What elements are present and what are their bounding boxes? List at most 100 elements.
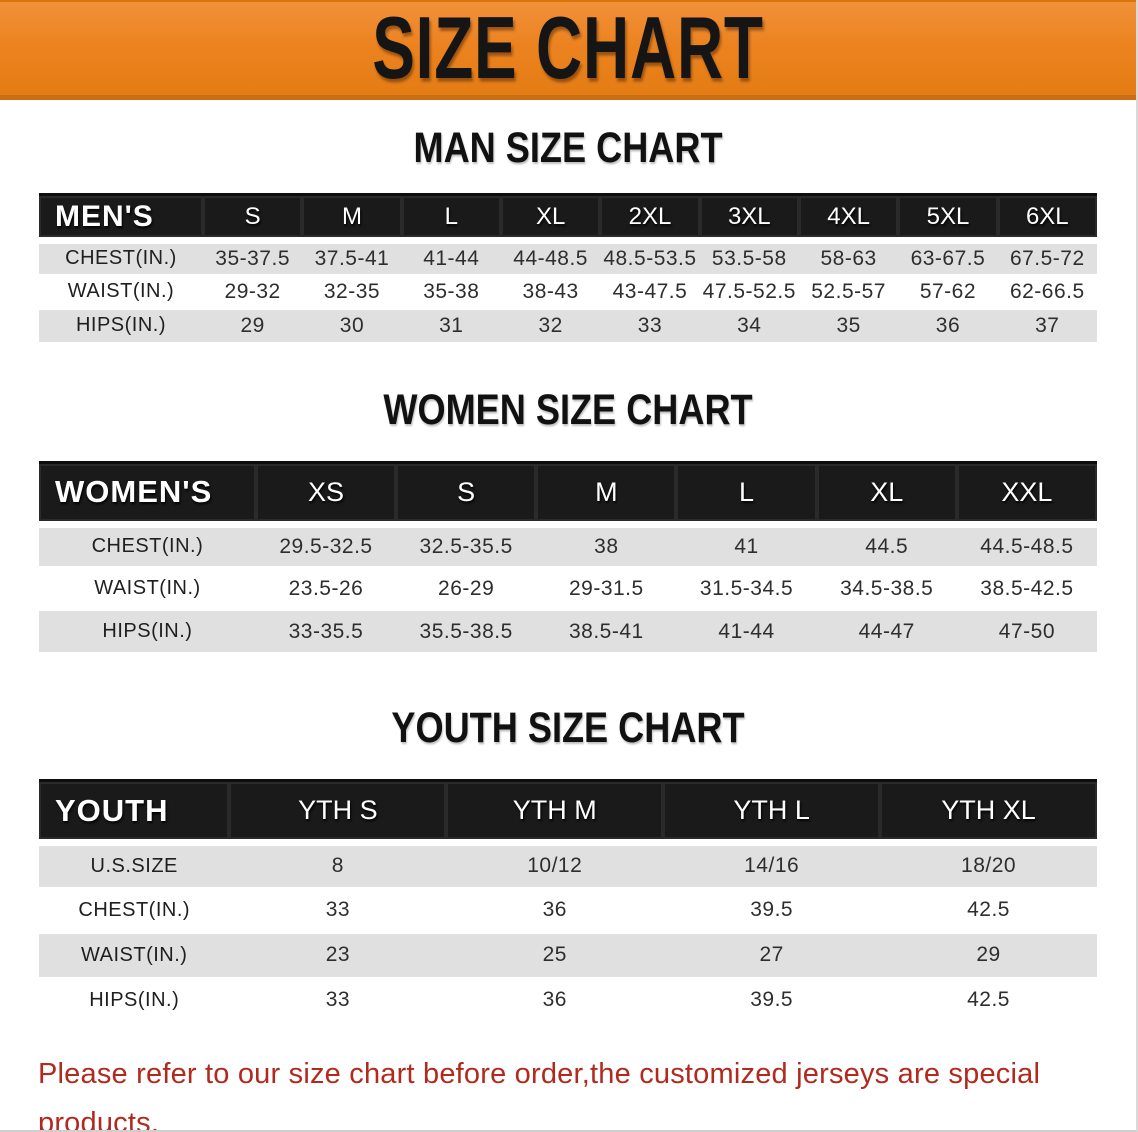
men-value-cell: 52.5-57 — [798, 274, 899, 309]
men-value-cell: 43-47.5 — [600, 274, 700, 309]
men-table-row: HIPS(IN.) 29 30 31 32 33 34 35 36 37 — [39, 308, 1097, 343]
men-value-cell: 36 — [898, 308, 998, 343]
youth-value-cell: 10/12 — [446, 842, 664, 888]
men-size-column-header: 4XL — [798, 193, 899, 244]
men-value-cell: 32-35 — [302, 274, 402, 309]
men-size-column-header: L — [401, 193, 501, 244]
women-value-cell: 38 — [536, 524, 677, 567]
youth-value-cell: 23 — [229, 932, 447, 978]
men-size-column-header: M — [302, 193, 402, 244]
women-size-column-header: L — [676, 460, 817, 528]
men-value-cell: 44-48.5 — [500, 240, 601, 275]
men-value-cell: 53.5-58 — [699, 240, 799, 275]
women-value-cell: 47-50 — [956, 610, 1097, 653]
youth-value-cell: 36 — [446, 887, 664, 933]
women-value-cell: 26-29 — [396, 567, 537, 610]
men-size-column-header: XL — [500, 193, 601, 244]
men-value-cell: 35 — [798, 308, 899, 343]
youth-size-column-header: YTH XL — [880, 779, 1097, 846]
youth-row-label: WAIST(IN.) — [39, 932, 230, 978]
women-size-table: WOMEN'S XS S M L XL XXL CHEST(IN.) 29.5-32.5 32.5… — [39, 460, 1097, 655]
women-section-title: WOMEN SIZE CHART — [383, 385, 753, 434]
women-value-cell: 34.5-38.5 — [816, 567, 957, 610]
men-size-column-header: 6XL — [997, 193, 1097, 244]
youth-row-label: HIPS(IN.) — [39, 977, 230, 1023]
men-value-cell: 57-62 — [898, 274, 998, 309]
youth-header-row: YOUTH YTH S YTH M YTH L YTH XL — [39, 779, 1097, 846]
youth-value-cell: 14/16 — [663, 842, 881, 888]
women-value-cell: 38.5-41 — [536, 610, 677, 653]
women-value-cell: 38.5-42.5 — [956, 567, 1097, 610]
men-header-row: MEN'S S M L XL 2XL 3XL 4XL 5XL 6XL — [39, 193, 1097, 244]
men-value-cell: 63-67.5 — [898, 240, 998, 275]
footer-line-1: Please refer to our size chart before or… — [38, 1057, 1041, 1132]
men-value-cell: 29-32 — [202, 274, 303, 309]
men-size-column-header: 5XL — [898, 193, 998, 244]
women-row-label: WAIST(IN.) — [39, 567, 256, 610]
women-table-row: CHEST(IN.) 29.5-32.5 32.5-35.5 38 41 44.5 44.5… — [39, 524, 1097, 567]
women-value-cell: 35.5-38.5 — [396, 610, 537, 653]
women-value-cell: 44.5 — [816, 524, 957, 567]
youth-size-table: YOUTH YTH S YTH M YTH L YTH XL U.S.SIZE 8 10/12… — [39, 779, 1097, 1024]
men-value-cell: 37.5-41 — [302, 240, 402, 275]
women-size-column-header: XS — [255, 460, 397, 528]
women-value-cell: 29-31.5 — [536, 567, 677, 610]
women-value-cell: 41-44 — [676, 610, 817, 653]
men-row-label: HIPS(IN.) — [39, 308, 203, 343]
youth-row-label: CHEST(IN.) — [39, 887, 230, 933]
men-size-column-header: S — [202, 193, 303, 244]
youth-value-cell: 8 — [229, 842, 447, 888]
men-section-title: MAN SIZE CHART — [413, 124, 723, 172]
men-value-cell: 33 — [600, 308, 700, 343]
youth-table-row: CHEST(IN.) 33 36 39.5 42.5 — [39, 887, 1097, 933]
men-table-row: CHEST(IN.) 35-37.5 37.5-41 41-44 44-48.5 48.5… — [39, 240, 1097, 275]
men-group-label: MEN'S — [39, 193, 203, 244]
youth-value-cell: 18/20 — [880, 842, 1097, 888]
youth-section-title: YOUTH SIZE CHART — [391, 704, 745, 752]
women-value-cell: 23.5-26 — [255, 567, 397, 610]
women-size-column-header: XL — [816, 460, 957, 528]
men-value-cell: 31 — [401, 308, 501, 343]
women-value-cell: 41 — [676, 524, 817, 567]
women-value-cell: 33-35.5 — [255, 610, 397, 653]
youth-value-cell: 25 — [446, 932, 664, 978]
men-value-cell: 32 — [500, 308, 601, 343]
men-table-row: WAIST(IN.) 29-32 32-35 35-38 38-43 43-47.5 47.… — [39, 274, 1097, 309]
youth-value-cell: 42.5 — [880, 887, 1097, 933]
women-row-label: HIPS(IN.) — [39, 610, 256, 653]
women-value-cell: 44-47 — [816, 610, 957, 653]
youth-value-cell: 29 — [880, 932, 1097, 978]
youth-table-row: HIPS(IN.) 33 36 39.5 42.5 — [39, 977, 1097, 1023]
women-value-cell: 44.5-48.5 — [956, 524, 1097, 567]
men-value-cell: 41-44 — [401, 240, 501, 275]
men-value-cell: 35-38 — [401, 274, 501, 309]
men-row-label: WAIST(IN.) — [39, 274, 203, 309]
women-value-cell: 29.5-32.5 — [255, 524, 397, 567]
youth-value-cell: 36 — [446, 977, 664, 1023]
men-value-cell: 34 — [699, 308, 799, 343]
men-value-cell: 35-37.5 — [202, 240, 303, 275]
youth-size-column-header: YTH S — [229, 779, 447, 846]
men-row-label: CHEST(IN.) — [39, 240, 203, 275]
youth-value-cell: 39.5 — [663, 887, 881, 933]
men-size-column-header: 3XL — [699, 193, 799, 244]
men-value-cell: 47.5-52.5 — [699, 274, 799, 309]
footer-note: Please refer to our size chart before or… — [38, 1050, 1098, 1132]
women-value-cell: 31.5-34.5 — [676, 567, 817, 610]
men-value-cell: 67.5-72 — [997, 240, 1097, 275]
women-header-row: WOMEN'S XS S M L XL XXL — [39, 460, 1097, 528]
women-table-row: HIPS(IN.) 33-35.5 35.5-38.5 38.5-41 41-44 44-… — [39, 610, 1097, 653]
men-value-cell: 30 — [302, 308, 402, 343]
men-size-table: MEN'S S M L XL 2XL 3XL 4XL 5XL 6XL CHEST(IN.) 35-37… — [39, 193, 1097, 344]
youth-row-label: U.S.SIZE — [39, 842, 230, 888]
women-size-section: WOMEN SIZE CHART WOMEN'S XS S M L XL XXL CHEST(… — [0, 386, 1136, 655]
youth-size-section: YOUTH SIZE CHART YOUTH YTH S YTH M YTH L YTH… — [0, 704, 1136, 1024]
youth-size-column-header: YTH M — [446, 779, 664, 846]
banner-title: SIZE CHART — [372, 0, 764, 98]
men-value-cell: 62-66.5 — [997, 274, 1097, 309]
women-row-label: CHEST(IN.) — [39, 524, 256, 567]
youth-group-label: YOUTH — [39, 779, 230, 846]
men-size-column-header: 2XL — [600, 193, 700, 244]
women-table-row: WAIST(IN.) 23.5-26 26-29 29-31.5 31.5-34.5 34… — [39, 567, 1097, 610]
